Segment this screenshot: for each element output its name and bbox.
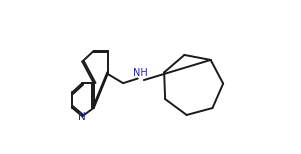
Text: NH: NH [133,68,148,78]
Text: N: N [78,112,86,122]
